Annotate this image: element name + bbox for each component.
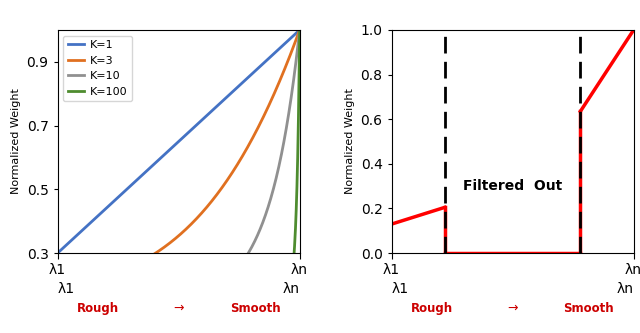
- Line: K=100: K=100: [58, 30, 300, 333]
- Text: Smooth: Smooth: [564, 302, 614, 315]
- K=10: [79, 324, 86, 328]
- K=3: [79, 284, 86, 288]
- K=3: [161, 245, 168, 249]
- K=3: [247, 140, 255, 144]
- K=1: [296, 28, 303, 32]
- K=1: [161, 153, 168, 157]
- K=1: [243, 77, 250, 81]
- Legend: K=1, K=3, K=10, K=100: K=1, K=3, K=10, K=100: [63, 36, 132, 101]
- Text: →: →: [173, 302, 184, 315]
- Text: λn: λn: [616, 282, 634, 296]
- K=10: [220, 281, 228, 285]
- K=3: [54, 291, 61, 295]
- K=1: [220, 98, 228, 102]
- K=10: [296, 28, 303, 32]
- K=1: [79, 228, 86, 232]
- Text: Smooth: Smooth: [230, 302, 280, 315]
- K=100: [296, 28, 303, 32]
- K=10: [247, 247, 255, 251]
- K=1: [247, 73, 255, 77]
- K=1: [54, 251, 61, 255]
- Line: K=1: K=1: [58, 30, 300, 253]
- K=10: [54, 326, 61, 330]
- Line: K=10: K=10: [58, 30, 300, 328]
- Text: λ1: λ1: [58, 282, 75, 296]
- K=10: [161, 310, 168, 314]
- Text: Rough: Rough: [77, 302, 119, 315]
- K=3: [220, 183, 228, 187]
- Text: →: →: [508, 302, 518, 315]
- K=10: [152, 312, 159, 316]
- K=1: [152, 161, 159, 165]
- K=3: [243, 148, 250, 152]
- Y-axis label: Normalized Weight: Normalized Weight: [345, 89, 355, 194]
- Line: K=3: K=3: [58, 30, 300, 293]
- Text: λ1: λ1: [392, 282, 409, 296]
- K=10: [243, 254, 250, 258]
- K=3: [296, 28, 303, 32]
- Text: Filtered  Out: Filtered Out: [463, 179, 562, 193]
- K=3: [152, 251, 159, 255]
- Text: Rough: Rough: [411, 302, 453, 315]
- Text: λn: λn: [283, 282, 300, 296]
- Y-axis label: Normalized Weight: Normalized Weight: [11, 89, 21, 194]
